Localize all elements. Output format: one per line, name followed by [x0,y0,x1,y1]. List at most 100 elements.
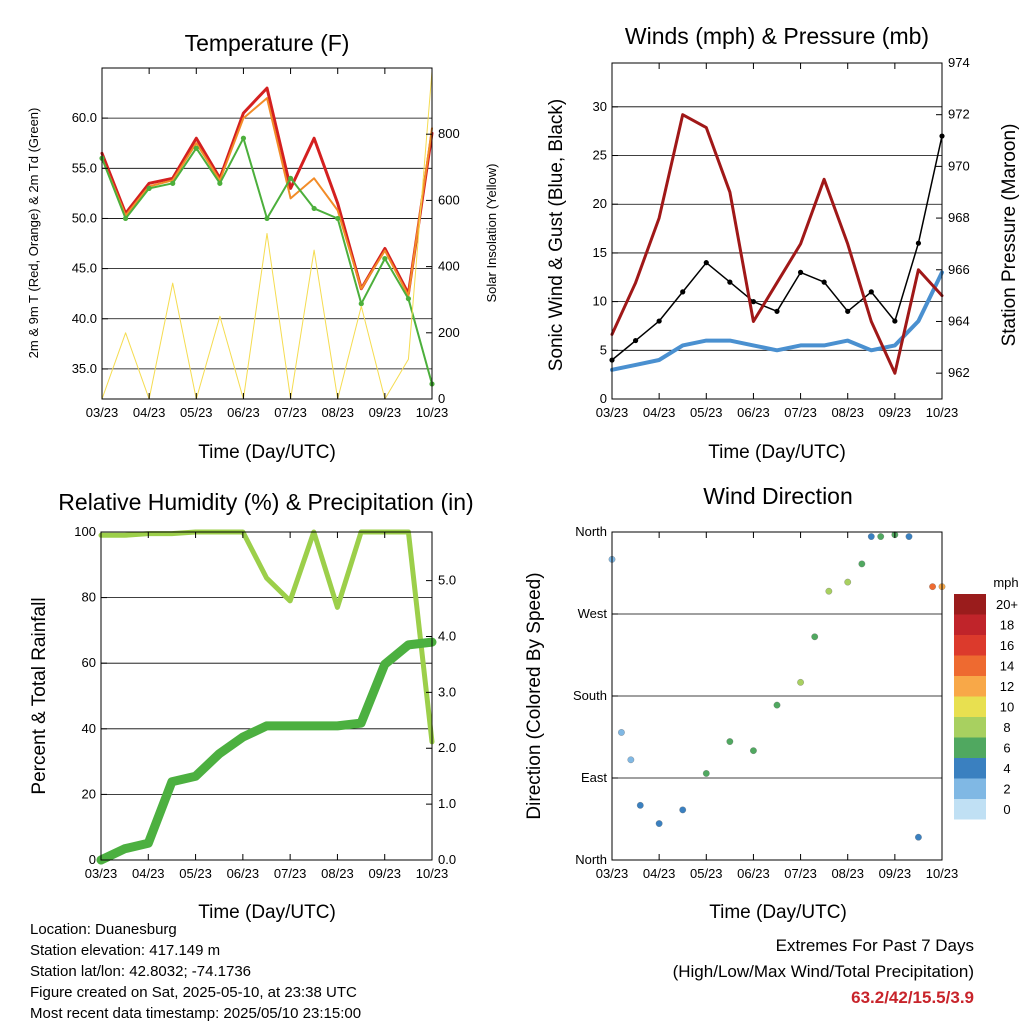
colorbar-swatch [954,676,986,697]
direction-grid [612,613,942,779]
y-tick-label: 55.0 [72,160,97,175]
y2-tick-label: 966 [948,262,970,277]
colorbar-swatch [954,778,986,799]
series-station-pressure [610,113,944,375]
winds-xlabel: Time (Day/UTC) [708,442,846,463]
temperature-grid [102,117,432,370]
winds-grid [612,106,942,351]
y-tick-label: 15 [593,245,607,260]
direction-point [618,729,625,736]
y-tick-label: North [575,852,607,867]
humidity-title: Relative Humidity (%) & Precipitation (i… [58,489,473,515]
direction-point [915,833,922,841]
speed-colorbar: 20+ 18 16 14 12 10 8 6 4 2 0 [954,594,1018,820]
y2-tick-label: 5.0 [438,573,456,588]
y-tick-label: 60.0 [72,110,97,125]
x-tick-label: 07/23 [784,866,817,881]
colorbar-swatch [954,635,986,656]
point-gust [868,289,874,295]
point-2m-td [217,180,223,186]
x-tick-label: 04/23 [643,405,676,420]
point-2m-td [311,205,317,212]
direction-point [636,801,644,809]
direction-xlabel: Time (Day/UTC) [709,902,847,923]
info-created: Figure created on Sat, 2025-05-10, at 23… [30,984,357,1001]
y-tick-label: 30 [593,99,607,114]
x-tick-label: 04/23 [133,405,166,420]
y2-tick-label: 2.0 [438,740,456,755]
colorbar-swatch [954,696,986,717]
y2-tick-label: 0.0 [438,852,456,867]
direction-point [858,560,866,568]
point-gust [797,269,804,275]
humidity-ylabel-left: Percent & Total Rainfall [29,597,50,794]
point-2m-td [193,145,199,151]
info-latlon: Station lat/lon: 42.8032; -74.1736 [30,963,252,980]
point-2m-td [358,301,364,307]
colorbar-label: 14 [1000,659,1014,674]
point-2m-td [264,215,270,222]
direction-point [773,701,781,709]
info-location: Location: Duanesburg [30,921,177,938]
winds-ylabel-right: Station Pressure (Maroon) [999,124,1020,347]
x-tick-label: 03/23 [85,866,118,881]
y-tick-label: 35.0 [72,361,97,376]
series-total-precipitation [96,637,437,865]
x-tick-label: 04/23 [643,866,676,881]
colorbar-swatch [954,655,986,676]
colorbar-label: 20+ [996,597,1018,612]
colorbar-label: 10 [1000,700,1014,715]
y-tick-label: 40 [82,721,96,736]
x-tick-label: 07/23 [274,866,307,881]
direction-ticks: 03/23 04/23 05/23 06/23 07/23 08/23 09/23 10/23… [573,524,958,881]
info-elevation: Station elevation: 417.149 m [30,942,221,959]
point-2m-td [335,215,341,222]
y-tick-label: North [575,524,607,539]
x-tick-label: 04/23 [132,866,165,881]
info-recent: Most recent data timestamp: 2025/05/10 2… [30,1005,362,1022]
direction-point [750,747,757,755]
x-tick-label: 03/23 [596,866,629,881]
colorbar-swatch [954,737,986,758]
winds-panel: Winds (mph) & Pressure (mb) 03/23 04/23 05… [546,23,1020,463]
colorbar-title: mph [993,575,1018,590]
point-gust [656,318,662,324]
y2-tick-label: 974 [948,55,970,70]
y-tick-label: South [573,688,607,703]
x-tick-label: 09/23 [879,866,912,881]
y2-tick-label: 962 [948,365,970,380]
y-tick-label: 40.0 [72,311,97,326]
point-gust [703,260,709,266]
y-tick-label: 45.0 [72,261,97,276]
series-sonic-wind [610,270,944,372]
point-2m-td [382,255,388,262]
point-2m-td [122,215,129,222]
winds-plot-frame [611,62,943,400]
x-tick-label: 07/23 [784,405,817,420]
point-gust [680,289,686,295]
x-tick-label: 05/23 [180,405,213,420]
y2-tick-label: 972 [948,107,970,122]
x-tick-label: 06/23 [737,866,770,881]
point-gust [892,318,898,324]
x-tick-label: 05/23 [690,866,723,881]
point-gust [821,279,827,285]
direction-scatter [608,531,946,841]
y-tick-label: West [578,606,608,621]
point-gust [632,337,639,344]
y2-tick-label: 4.0 [438,628,456,643]
winds-ylabel-left: Sonic Wind & Gust (Blue, Black) [546,99,567,371]
temperature-ylabel-right: Solar Insolation (Yellow) [484,164,499,303]
y-tick-label: 10 [593,294,607,309]
direction-point [627,756,635,764]
x-tick-label: 10/23 [926,866,959,881]
x-tick-label: 08/23 [321,405,354,420]
y-tick-label: 50.0 [72,210,97,225]
temperature-xlabel: Time (Day/UTC) [198,442,336,463]
series-2m-td [101,137,433,385]
temperature-panel: Temperature (F) 03/23 04/23 05/23 06/23 07/2… [26,30,499,463]
direction-panel: Wind Direction 03/23 04/23 05/23 06/23 07/23… [524,483,1019,923]
colorbar-label: 16 [1000,638,1014,653]
x-tick-label: 07/23 [274,405,307,420]
y-tick-label: 20 [593,196,607,211]
